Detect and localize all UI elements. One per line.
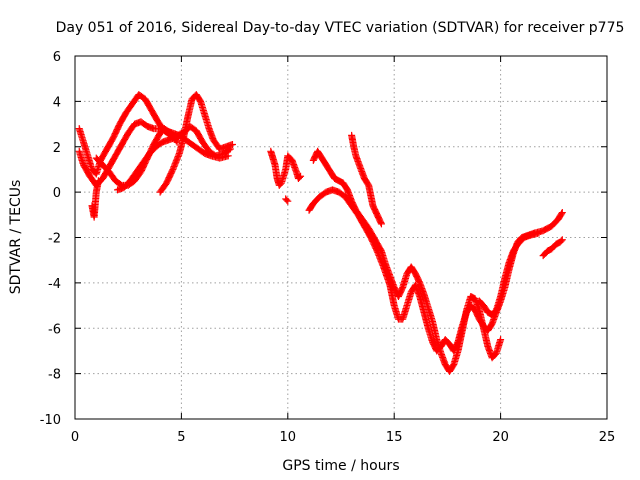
plot-frame bbox=[74, 55, 608, 420]
y-tick-label: 0 bbox=[53, 186, 61, 201]
data-point bbox=[228, 140, 236, 148]
series-track-e bbox=[156, 91, 236, 196]
series-track-l bbox=[475, 229, 543, 319]
data-point bbox=[284, 197, 292, 205]
data-point bbox=[176, 130, 184, 138]
y-tick-label: -4 bbox=[48, 277, 61, 292]
x-tick-label: 25 bbox=[599, 430, 616, 445]
data-point bbox=[297, 172, 305, 180]
y-tick-label: 6 bbox=[53, 50, 61, 65]
x-tick-label: 0 bbox=[71, 430, 79, 445]
data-point bbox=[558, 210, 566, 218]
series-track-h bbox=[282, 195, 292, 205]
series-track-f bbox=[88, 177, 102, 221]
series-track-d bbox=[114, 129, 185, 194]
y-tick-label: -2 bbox=[48, 232, 61, 247]
data-point bbox=[535, 229, 543, 237]
y-tick-label: -6 bbox=[48, 322, 61, 337]
y-axis-title: SDTVAR / TECUs bbox=[8, 180, 24, 295]
y-tick-label: 2 bbox=[53, 141, 61, 156]
series-track-m bbox=[539, 236, 566, 260]
x-axis-title: GPS time / hours bbox=[282, 458, 399, 474]
series-track-g bbox=[267, 147, 305, 189]
data-point bbox=[94, 177, 102, 185]
data-point bbox=[377, 219, 385, 227]
series-track-i bbox=[309, 147, 505, 375]
data-points bbox=[75, 91, 566, 375]
data-point bbox=[283, 196, 291, 204]
series-track-k bbox=[348, 131, 385, 228]
y-tick-label: 4 bbox=[53, 95, 61, 110]
x-tick-label: 5 bbox=[177, 430, 185, 445]
data-point bbox=[296, 173, 304, 181]
data-point bbox=[558, 209, 566, 217]
x-tick-label: 20 bbox=[492, 430, 509, 445]
data-point bbox=[224, 152, 232, 160]
data-point bbox=[377, 220, 385, 228]
data-point bbox=[557, 237, 565, 245]
data-point bbox=[497, 336, 505, 344]
axes: 0 5 10 15 20 25 -10 -8 -6 -4 -2 0 2 4 6 bbox=[40, 50, 616, 445]
x-tick-label: 10 bbox=[280, 430, 297, 445]
y-tick-label: -8 bbox=[48, 368, 61, 383]
data-point bbox=[558, 236, 566, 244]
y-tick-label: -10 bbox=[40, 413, 61, 428]
chart-title: Day 051 of 2016, Sidereal Day-to-day VTE… bbox=[56, 20, 625, 36]
x-tick-label: 15 bbox=[386, 430, 403, 445]
